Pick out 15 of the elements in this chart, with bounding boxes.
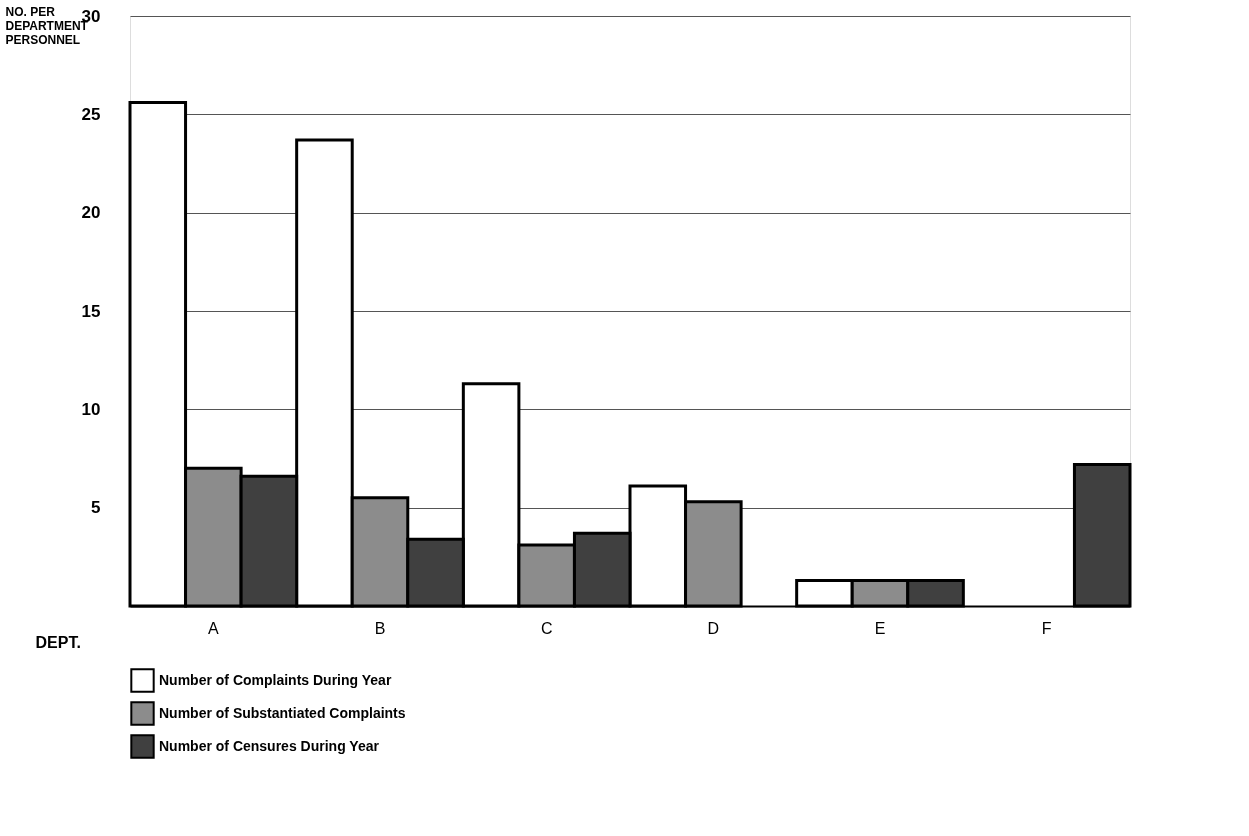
x-tick-label: B [374,619,386,637]
y-tick-label: 25 [81,104,101,124]
x-tick-label: E [874,619,886,637]
legend-label: Number of Complaints During Year [159,671,392,688]
x-tick-label: D [707,619,720,637]
x-tick-label: F [1041,619,1052,637]
x-tick-label: C [540,619,553,637]
y-tick-label: 20 [81,203,101,223]
y-tick-label: 15 [81,301,101,321]
legend-label: Number of Censures During Year [159,737,380,754]
legend-label: Number of Substantiated Complaints [159,704,406,721]
y-tick-label: 10 [81,399,101,419]
y-tick-label: 5 [91,498,101,518]
x-axis-title: DEPT. [35,633,81,651]
x-tick-label: A [208,619,219,637]
